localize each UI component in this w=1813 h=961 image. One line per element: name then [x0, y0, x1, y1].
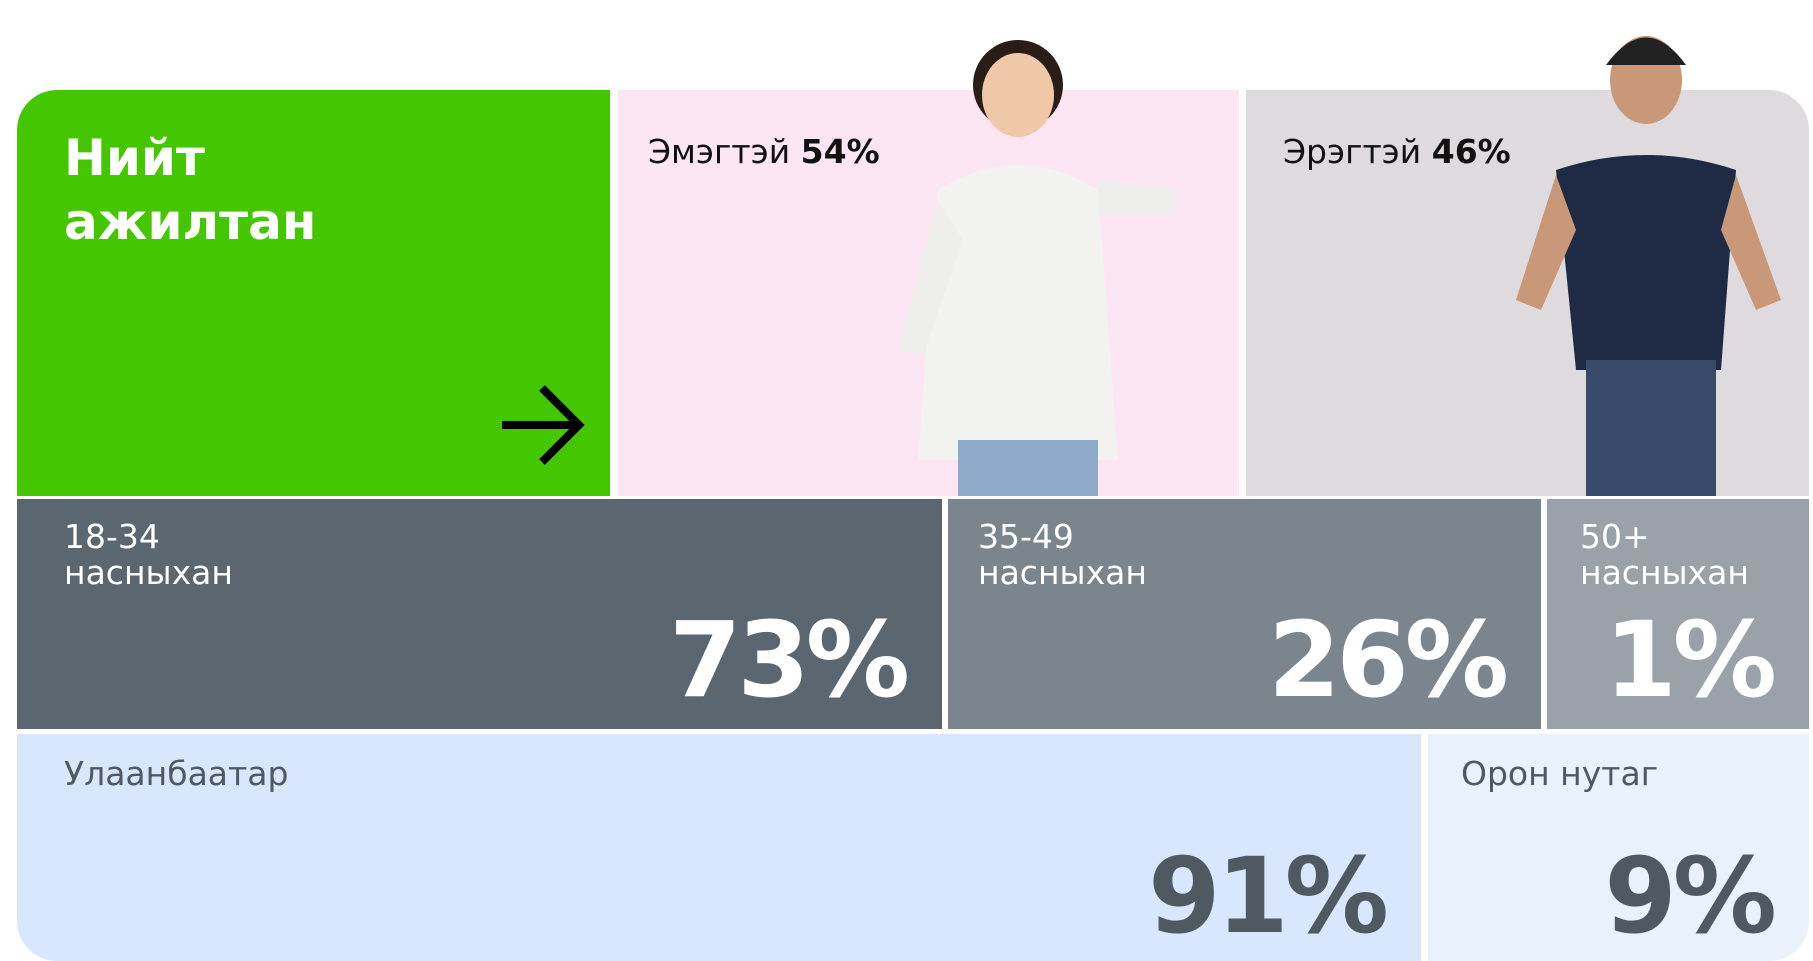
male-card: Эрэгтэй 46% — [1246, 90, 1809, 496]
female-text: Эмэгтэй — [648, 132, 790, 171]
total-card[interactable]: Нийт ажилтан — [17, 90, 610, 496]
age-value: 73% — [669, 599, 906, 721]
age-card: 50+насныхан 1% — [1547, 499, 1809, 729]
male-photo — [1506, 10, 1809, 496]
arrow-icon — [497, 380, 587, 470]
location-label: Улаанбаатар — [64, 756, 288, 792]
age-range: 50+ — [1580, 519, 1749, 555]
female-value: 54% — [801, 132, 880, 171]
age-range: 35-49 — [978, 519, 1147, 555]
female-label: Эмэгтэй 54% — [648, 134, 880, 170]
age-value: 1% — [1604, 599, 1773, 721]
total-line1: Нийт — [64, 126, 316, 190]
age-label: 50+насныхан — [1580, 519, 1749, 591]
location-label: Орон нутаг — [1461, 756, 1658, 792]
page: Нийт ажилтан Эмэгтэй 54% Эрэгтэй 46% 18-… — [0, 0, 1813, 961]
location-value: 9% — [1604, 835, 1773, 957]
age-text: насныхан — [64, 555, 233, 591]
male-text: Эрэгтэй — [1283, 132, 1421, 171]
location-card: Орон нутаг 9% — [1428, 734, 1809, 961]
age-value: 26% — [1268, 599, 1505, 721]
age-text: насныхан — [1580, 555, 1749, 591]
male-value: 46% — [1432, 132, 1511, 171]
male-label: Эрэгтэй 46% — [1283, 134, 1511, 170]
total-line2: ажилтан — [64, 190, 316, 254]
location-card: Улаанбаатар 91% — [17, 734, 1421, 961]
location-value: 91% — [1148, 835, 1385, 957]
female-photo — [878, 20, 1198, 496]
age-range: 18-34 — [64, 519, 233, 555]
age-text: насныхан — [978, 555, 1147, 591]
female-card: Эмэгтэй 54% — [618, 90, 1239, 496]
total-title: Нийт ажилтан — [64, 126, 316, 254]
